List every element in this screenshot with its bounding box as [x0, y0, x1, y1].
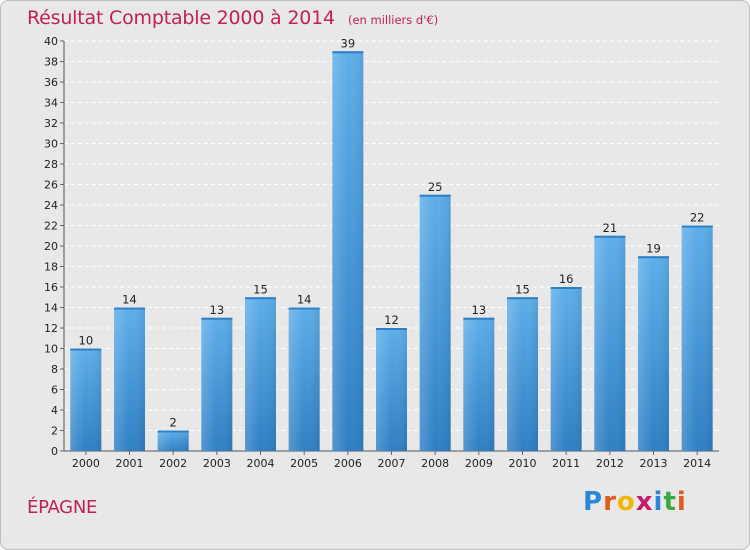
bar-cap-2002	[157, 430, 189, 433]
y-tick-label: 12	[44, 322, 58, 335]
bar-shade-2012	[594, 235, 626, 451]
bar-cap-2003	[201, 317, 233, 320]
data-label-2011: 16	[559, 272, 574, 286]
data-label-2001: 14	[122, 293, 137, 307]
y-tick-label: 30	[44, 138, 58, 151]
x-tick-label-2002: 2002	[159, 457, 187, 470]
title-row: Résultat Comptable 2000 à 2014 (en milli…	[27, 7, 438, 29]
bar-cap-2013	[638, 256, 669, 259]
bar-cap-2009	[463, 317, 495, 320]
y-tick-label: 20	[44, 240, 58, 253]
x-tick-label-2000: 2000	[72, 457, 100, 470]
bar-shade-2006	[332, 51, 364, 451]
bar-cap-2004	[245, 297, 276, 300]
y-tick-label: 4	[51, 404, 58, 417]
x-tick-label-2007: 2007	[378, 457, 406, 470]
data-label-2013: 19	[646, 241, 661, 255]
bar-cap-2011	[550, 287, 582, 289]
bar-shade-2005	[288, 307, 320, 451]
chart-subtitle: (en milliers d'€)	[347, 13, 439, 27]
y-tick-label: 24	[44, 199, 58, 212]
bar-shade-2002	[157, 430, 189, 451]
bar-shade-2010	[507, 297, 538, 451]
data-label-2007: 12	[384, 313, 399, 327]
y-tick-label: 8	[51, 363, 58, 376]
data-label-2010: 15	[515, 282, 530, 296]
brand-logo: Proxiti	[583, 487, 687, 517]
x-tick-label-2001: 2001	[116, 457, 144, 470]
bar-cap-2010	[507, 297, 538, 300]
brand-letter: i	[653, 487, 664, 517]
bar-cap-2006	[332, 51, 364, 54]
data-label-2014: 22	[690, 211, 705, 225]
bar-cap-2000	[70, 348, 102, 351]
x-tick-label-2012: 2012	[596, 457, 624, 470]
data-label-2003: 13	[210, 303, 225, 317]
chart-title: Résultat Comptable 2000 à 2014	[27, 7, 335, 29]
y-tick-label: 2	[51, 425, 58, 438]
y-tick-label: 6	[51, 384, 58, 397]
y-tick-label: 28	[44, 158, 58, 171]
y-tick-label: 0	[51, 445, 58, 458]
x-tick-label-2009: 2009	[465, 457, 493, 470]
data-label-2006: 39	[341, 36, 356, 50]
brand-letter: i	[676, 487, 687, 517]
data-label-2005: 14	[297, 293, 312, 307]
bar-shade-2008	[419, 194, 451, 451]
y-tick-label: 32	[44, 117, 58, 130]
bar-cap-2005	[288, 307, 320, 310]
y-tick-label: 14	[44, 302, 58, 315]
brand-letter: o	[616, 487, 636, 517]
x-tick-label-2004: 2004	[247, 457, 275, 470]
bar-shade-2001	[114, 307, 145, 451]
bar-cap-2001	[114, 307, 145, 310]
bar-shade-2003	[201, 317, 233, 451]
bar-shade-2007	[376, 328, 407, 451]
bar-shade-2013	[638, 256, 669, 451]
y-tick-label: 10	[44, 343, 58, 356]
data-label-2008: 25	[428, 180, 443, 194]
bar-shade-2004	[245, 297, 276, 451]
x-tick-label-2005: 2005	[290, 457, 318, 470]
brand-letter: t	[663, 487, 677, 517]
bar-cap-2014	[681, 225, 713, 228]
x-tick-label-2010: 2010	[509, 457, 537, 470]
brand-letter: r	[603, 487, 617, 517]
x-tick-label-2006: 2006	[334, 457, 362, 470]
bar-cap-2012	[594, 235, 626, 238]
bar-shade-2011	[550, 287, 582, 451]
data-label-2009: 13	[472, 303, 487, 317]
bar-shade-2014	[681, 225, 713, 451]
y-tick-label: 34	[44, 97, 58, 110]
y-tick-label: 40	[44, 35, 58, 48]
data-label-2002: 2	[170, 416, 177, 430]
brand-letter: P	[583, 487, 604, 517]
bar-shade-2000	[70, 348, 102, 451]
y-tick-label: 38	[44, 56, 58, 69]
bar-cap-2007	[376, 328, 407, 330]
data-label-2012: 21	[603, 221, 618, 235]
x-tick-label-2008: 2008	[421, 457, 449, 470]
y-tick-label: 36	[44, 76, 58, 89]
bar-cap-2008	[419, 194, 451, 197]
x-tick-label-2003: 2003	[203, 457, 231, 470]
bar-layer	[70, 51, 713, 451]
place-name: ÉPAGNE	[27, 497, 98, 518]
x-tick-label-2011: 2011	[552, 457, 580, 470]
y-tick-label: 16	[44, 281, 58, 294]
data-label-2000: 10	[79, 334, 94, 348]
y-tick-label: 22	[44, 220, 58, 233]
brand-letter: x	[635, 487, 654, 517]
x-tick-label-2013: 2013	[640, 457, 668, 470]
y-tick-label: 18	[44, 261, 58, 274]
y-tick-label: 26	[44, 179, 58, 192]
label-layer: 0246810121416182022242628303234363840102…	[44, 35, 711, 470]
x-tick-label-2014: 2014	[683, 457, 711, 470]
data-label-2004: 15	[253, 282, 268, 296]
bar-shade-2009	[463, 317, 495, 451]
